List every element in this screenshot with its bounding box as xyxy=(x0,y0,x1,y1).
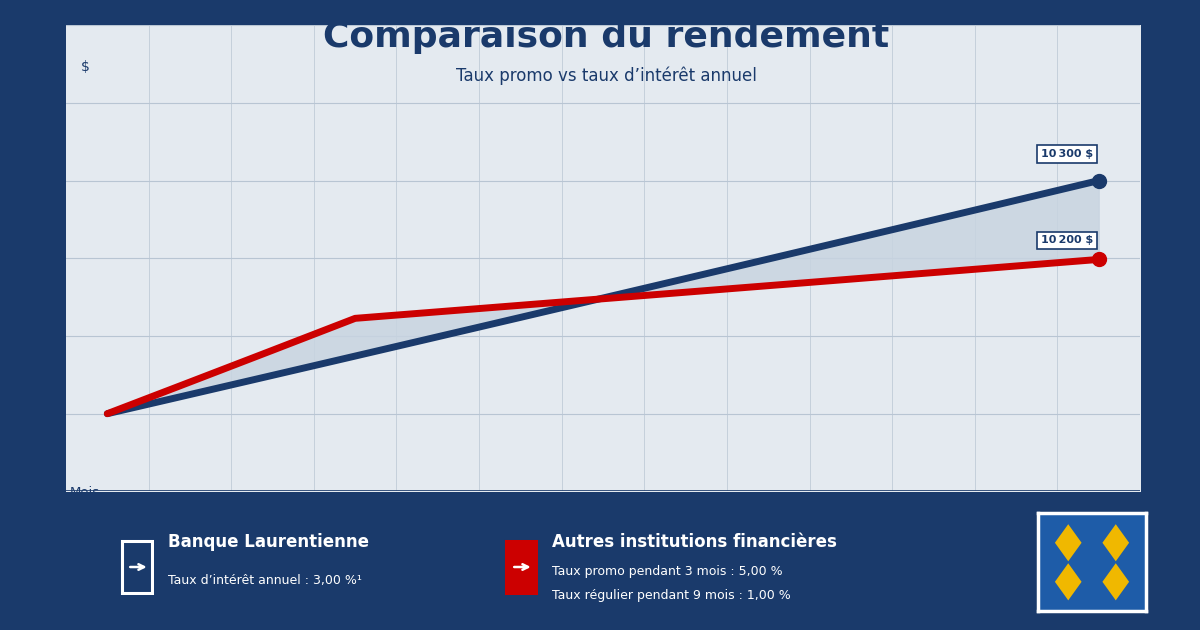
Polygon shape xyxy=(1055,524,1081,561)
Text: $: $ xyxy=(80,60,89,74)
Text: Taux promo pendant 3 mois : 5,00 %: Taux promo pendant 3 mois : 5,00 % xyxy=(552,565,782,578)
Polygon shape xyxy=(1103,563,1129,600)
Polygon shape xyxy=(1103,524,1129,561)
Text: Mois: Mois xyxy=(70,486,100,500)
Text: Taux d’intérêt annuel : 3,00 %¹: Taux d’intérêt annuel : 3,00 %¹ xyxy=(168,575,362,587)
Text: Banque Laurentienne: Banque Laurentienne xyxy=(168,533,370,551)
FancyBboxPatch shape xyxy=(505,541,536,592)
Text: 10 200 $: 10 200 $ xyxy=(1040,236,1093,246)
Text: Taux promo vs taux d’intérêt annuel: Taux promo vs taux d’intérêt annuel xyxy=(456,66,756,84)
Text: Autres institutions financières: Autres institutions financières xyxy=(552,533,836,551)
Text: 10 300 $: 10 300 $ xyxy=(1040,149,1093,159)
Text: Taux régulier pendant 9 mois : 1,00 %: Taux régulier pendant 9 mois : 1,00 % xyxy=(552,589,791,602)
Text: Comparaison du rendement: Comparaison du rendement xyxy=(323,20,889,54)
Polygon shape xyxy=(1055,563,1081,600)
